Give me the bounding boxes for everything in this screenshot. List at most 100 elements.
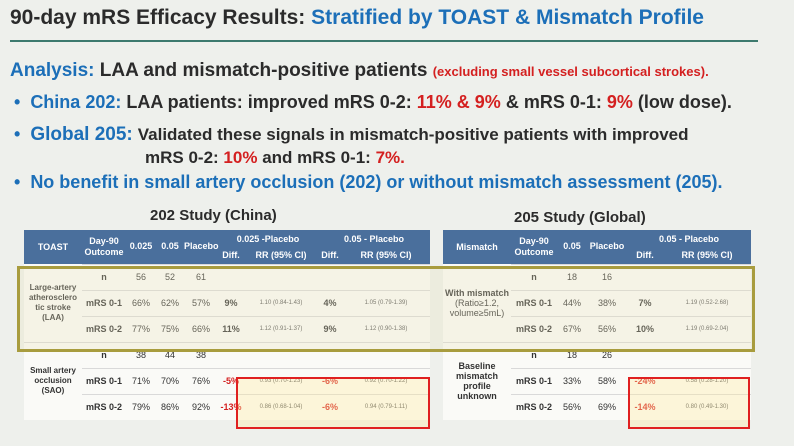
- table-row: mRS 0-2 77% 75% 66% 11% 1.12 (0.91-1.37)…: [24, 315, 431, 342]
- col-diff: Diff.: [627, 248, 663, 264]
- cell-diff: 9%: [218, 289, 244, 316]
- group-label-sao: Small artery occlusion (SAO): [24, 341, 82, 420]
- col-diff: Diff.: [218, 248, 244, 264]
- study205-title: 205 Study (Global): [514, 209, 646, 226]
- cell: 56%: [557, 393, 587, 420]
- cell-rr: 0.58 (0.28-1.20): [663, 367, 751, 394]
- cell-rr: 1.19 (0.69-2.04): [663, 315, 751, 342]
- title-main: 90-day mRS Efficacy Results:: [10, 6, 306, 29]
- cell-outcome: n: [511, 341, 557, 368]
- cell-rr: 1.12 (0.91-1.37): [244, 315, 319, 342]
- group-sublabel: (Ratio≥1.2, volume≥5mL): [449, 297, 505, 318]
- cell: 56%: [587, 315, 627, 342]
- cell: [244, 341, 319, 368]
- analysis-line: Analysis: LAA and mismatch-positive pati…: [10, 60, 709, 82]
- cell-diff: -6%: [318, 367, 343, 394]
- cell: [244, 263, 319, 290]
- col-dose-005: 0.05: [557, 230, 587, 264]
- analysis-label: Analysis:: [10, 60, 95, 81]
- cell: 92%: [184, 393, 218, 420]
- title-divider: [10, 40, 758, 42]
- group-label-laa: Large-artery atherosclero tic stroke (LA…: [28, 282, 78, 322]
- group-label-with-mismatch: With mismatch (Ratio≥1.2, volume≥5mL): [443, 264, 511, 342]
- cell: 69%: [587, 393, 627, 420]
- col-rr: RR (95% CI): [663, 248, 751, 264]
- bullet-lead: Global 205:: [30, 124, 133, 145]
- cell: [663, 263, 751, 290]
- analysis-note: (excluding small vessel subcortical stro…: [432, 64, 709, 79]
- cell-diff: 7%: [627, 289, 663, 316]
- cell: 62%: [156, 289, 184, 316]
- bullet-value: 10%: [223, 148, 258, 167]
- cell: [342, 341, 431, 368]
- cell-diff: 10%: [627, 315, 663, 342]
- table-row: Large-artery atherosclero tic stroke (LA…: [24, 263, 431, 322]
- bullet-text: & mRS 0-1:: [505, 92, 602, 112]
- cell: [627, 341, 663, 368]
- cell-diff: -14%: [627, 393, 663, 420]
- cell-rr: 1.12 (0.90-1.38): [342, 315, 431, 342]
- cell-diff: -13%: [218, 393, 244, 420]
- cell: 56: [126, 263, 156, 290]
- cell-diff: 9%: [318, 315, 343, 342]
- col-toast: TOAST: [24, 230, 82, 264]
- table-row: mRS 0-2 67% 56% 10% 1.19 (0.69-2.04): [443, 315, 751, 342]
- cell-outcome: mRS 0-1: [511, 289, 557, 316]
- cell-diff: -24%: [627, 367, 663, 394]
- table-row: mRS 0-1 66% 62% 57% 9% 1.10 (0.84-1.43) …: [24, 289, 431, 316]
- cell-outcome: mRS 0-1: [82, 289, 126, 316]
- cell: [627, 263, 663, 290]
- cell-outcome: mRS 0-2: [511, 393, 557, 420]
- cell: 33%: [557, 367, 587, 394]
- cell-rr: 0.92 (0.70-1.22): [342, 367, 431, 394]
- cell-rr: 0.94 (0.79-1.11): [342, 393, 431, 420]
- bullet-lead: China 202:: [30, 92, 122, 112]
- cell-outcome: mRS 0-1: [511, 367, 557, 394]
- cell-outcome: n: [82, 263, 126, 290]
- table-row: mRS 0-1 33% 58% -24% 0.58 (0.28-1.20): [443, 367, 751, 394]
- cell-outcome: mRS 0-2: [82, 393, 126, 420]
- cell: 38: [126, 341, 156, 368]
- cell: 67%: [557, 315, 587, 342]
- slide-title: 90-day mRS Efficacy Results: Stratified …: [10, 6, 704, 30]
- bullet-global-205: • Global 205: Validated these signals in …: [14, 124, 689, 146]
- table-row: mRS 0-1 44% 38% 7% 1.19 (0.52-2.68): [443, 289, 751, 316]
- table-row: Small artery occlusion (SAO) n 38 44 38: [24, 341, 431, 420]
- cell-rr: 0.80 (0.49-1.30): [663, 393, 751, 420]
- table-row: mRS 0-2 56% 69% -14% 0.80 (0.49-1.30): [443, 393, 751, 420]
- col-placebo: Placebo: [587, 230, 627, 264]
- cell-rr: 1.19 (0.52-2.68): [663, 289, 751, 316]
- table-row: With mismatch (Ratio≥1.2, volume≥5mL) n …: [443, 263, 751, 318]
- bullet-text: (low dose).: [637, 92, 732, 112]
- col-group-0025: 0.025 -Placebo: [218, 230, 319, 248]
- cell: 66%: [184, 315, 218, 342]
- cell: [218, 263, 244, 290]
- bullet-dot-icon: •: [14, 172, 21, 192]
- col-outcome: Day-90 Outcome: [511, 230, 557, 264]
- analysis-text: LAA and mismatch-positive patients: [99, 60, 428, 81]
- bullet-text: and mRS 0-1:: [262, 148, 371, 167]
- cell-diff: 11%: [218, 315, 244, 342]
- cell: 52: [156, 263, 184, 290]
- cell-rr: 1.05 (0.79-1.39): [342, 289, 431, 316]
- cell: 26: [587, 341, 627, 368]
- cell-outcome: mRS 0-2: [511, 315, 557, 342]
- cell: 66%: [126, 289, 156, 316]
- study205-table: Mismatch Day-90 Outcome 0.05 Placebo 0.0…: [443, 230, 751, 420]
- study202-table: TOAST Day-90 Outcome 0.025 0.05 Placebo …: [24, 230, 431, 420]
- cell-outcome: mRS 0-1: [82, 367, 126, 394]
- cell: 38: [184, 341, 218, 368]
- cell-outcome: mRS 0-2: [82, 315, 126, 342]
- cell: 16: [587, 263, 627, 290]
- group-label-unknown: Baseline mismatch profile unknown: [443, 341, 511, 420]
- cell-rr: 0.93 (0.70-1.23): [244, 367, 319, 394]
- col-mismatch: Mismatch: [443, 230, 511, 264]
- cell: 57%: [184, 289, 218, 316]
- cell: 79%: [126, 393, 156, 420]
- table-row: mRS 0-2 79% 86% 92% -13% 0.86 (0.68-1.04…: [24, 393, 431, 420]
- cell: 18: [557, 341, 587, 368]
- cell: [318, 341, 343, 368]
- col-placebo: Placebo: [184, 230, 219, 264]
- bullet-value: 9%: [606, 92, 633, 112]
- col-group-005: 0.05 - Placebo: [318, 230, 431, 248]
